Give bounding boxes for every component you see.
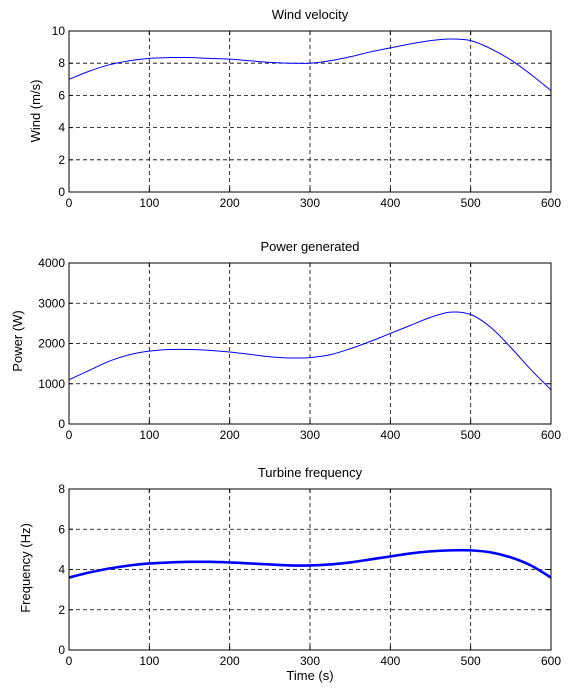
panel-3-x-tick-label: 100 [139,654,159,668]
panel-wind-velocity: Wind velocity Wind (m/s) 0 100 200 300 400 50… [28,7,561,210]
panel-3-x-tick-label: 500 [461,654,481,668]
panel-3-x-tick-label: 300 [300,654,320,668]
panel-2-y-tick-label: 1000 [38,377,65,391]
panel-1-x-tick-label: 0 [66,196,73,210]
panel-1-y-tick-label: 4 [58,121,65,135]
panel-2-x-tick-label: 100 [139,428,159,442]
panel-3-y-tick-label: 8 [58,482,65,496]
panel-1-x-tick-label: 200 [220,196,240,210]
panel-3-axes-box [68,488,552,651]
panel-1-ylabel: Wind (m/s) [28,80,43,143]
panel-1-series-line [68,38,552,91]
panel-3-y-tick-label: 0 [58,643,65,657]
panel-3-y-tick-label: 6 [58,522,65,536]
panel-2-y-tick-label: 4000 [38,256,65,270]
panel-3-y-tick-label: 4 [58,563,65,577]
panel-3-x-tick-label: 200 [220,654,240,668]
panel-2-axes-box [68,262,552,425]
panel-3-x-tick-label: 400 [380,654,400,668]
panel-1-x-tick-label: 300 [300,196,320,210]
panel-1-x-tick-label: 400 [380,196,400,210]
panel-2-ylabel: Power (W) [10,310,25,371]
panel-1-y-tick-label: 0 [58,185,65,199]
panel-2-title: Power generated [260,239,359,254]
panel-3-xlabel: Time (s) [286,668,333,683]
panel-3-plot: 0 100 200 300 400 500 600 0 2 4 6 8 [58,482,561,668]
panel-2-x-tick-label: 200 [220,428,240,442]
panel-1-x-tick-label: 600 [541,196,561,210]
panel-3-title: Turbine frequency [258,465,363,480]
panel-2-x-tick-label: 0 [66,428,73,442]
panel-1-plot: 0 100 200 300 400 500 600 0 2 4 6 8 10 [52,24,562,210]
panel-1-title: Wind velocity [272,7,349,22]
panel-1-axes-box [68,30,552,193]
panel-2-x-tick-label: 600 [541,428,561,442]
panel-3-x-tick-label: 0 [66,654,73,668]
panel-1-y-tick-label: 2 [58,153,65,167]
panel-1-y-tick-label: 8 [58,56,65,70]
panel-3-series-line [68,548,552,579]
panel-1-x-tick-label: 100 [139,196,159,210]
panel-2-x-tick-label: 400 [380,428,400,442]
panel-2-y-tick-label: 2000 [38,337,65,351]
panel-2-x-tick-label: 300 [300,428,320,442]
panel-3-x-tick-label: 600 [541,654,561,668]
panel-1-y-tick-label: 6 [58,88,65,102]
panel-2-y-tick-label: 3000 [38,296,65,310]
panel-2-y-tick-label: 0 [58,417,65,431]
panel-2-x-tick-label: 500 [461,428,481,442]
panel-turbine-frequency: Turbine frequency Frequency (Hz) Time (s… [18,465,561,683]
panel-1-y-tick-label: 10 [52,24,66,38]
panel-1-x-tick-label: 500 [461,196,481,210]
panel-3-y-tick-label: 2 [58,603,65,617]
panel-3-ylabel: Frequency (Hz) [18,523,33,613]
panel-2-series-line [68,311,552,391]
panel-2-plot: 0 100 200 300 400 500 600 0 1000 2000 3000 4000 [38,256,561,442]
panel-power-generated: Power generated Power (W) 0 100 200 300 400 5… [10,239,561,442]
